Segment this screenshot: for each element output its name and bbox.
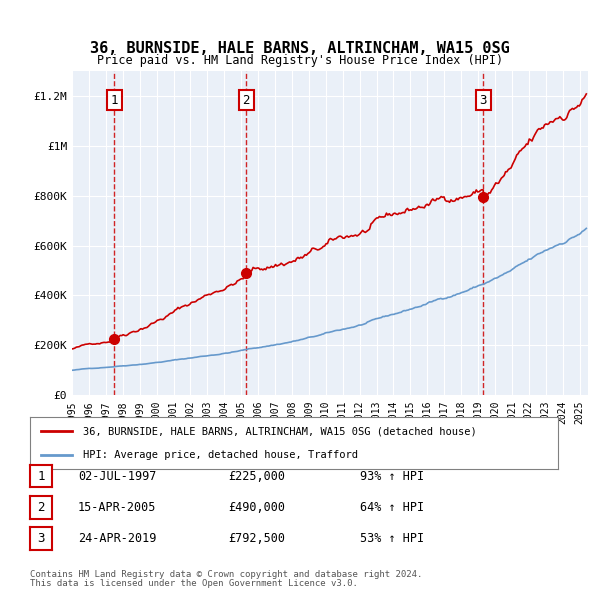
Text: £792,500: £792,500 <box>228 532 285 545</box>
Text: 15-APR-2005: 15-APR-2005 <box>78 501 157 514</box>
Text: 1: 1 <box>110 93 118 107</box>
Text: 93% ↑ HPI: 93% ↑ HPI <box>360 470 424 483</box>
Text: 24-APR-2019: 24-APR-2019 <box>78 532 157 545</box>
Text: 1: 1 <box>37 470 45 483</box>
Text: This data is licensed under the Open Government Licence v3.0.: This data is licensed under the Open Gov… <box>30 579 358 588</box>
Text: 2: 2 <box>242 93 250 107</box>
Text: Contains HM Land Registry data © Crown copyright and database right 2024.: Contains HM Land Registry data © Crown c… <box>30 570 422 579</box>
Text: 36, BURNSIDE, HALE BARNS, ALTRINCHAM, WA15 0SG (detached house): 36, BURNSIDE, HALE BARNS, ALTRINCHAM, WA… <box>83 426 476 436</box>
Text: HPI: Average price, detached house, Trafford: HPI: Average price, detached house, Traf… <box>83 450 358 460</box>
Text: 2: 2 <box>37 501 45 514</box>
Text: 02-JUL-1997: 02-JUL-1997 <box>78 470 157 483</box>
Text: £225,000: £225,000 <box>228 470 285 483</box>
Text: 64% ↑ HPI: 64% ↑ HPI <box>360 501 424 514</box>
Text: 36, BURNSIDE, HALE BARNS, ALTRINCHAM, WA15 0SG: 36, BURNSIDE, HALE BARNS, ALTRINCHAM, WA… <box>90 41 510 57</box>
Text: £490,000: £490,000 <box>228 501 285 514</box>
Text: 53% ↑ HPI: 53% ↑ HPI <box>360 532 424 545</box>
Text: Price paid vs. HM Land Registry's House Price Index (HPI): Price paid vs. HM Land Registry's House … <box>97 54 503 67</box>
Text: 3: 3 <box>37 532 45 545</box>
Text: 3: 3 <box>479 93 487 107</box>
